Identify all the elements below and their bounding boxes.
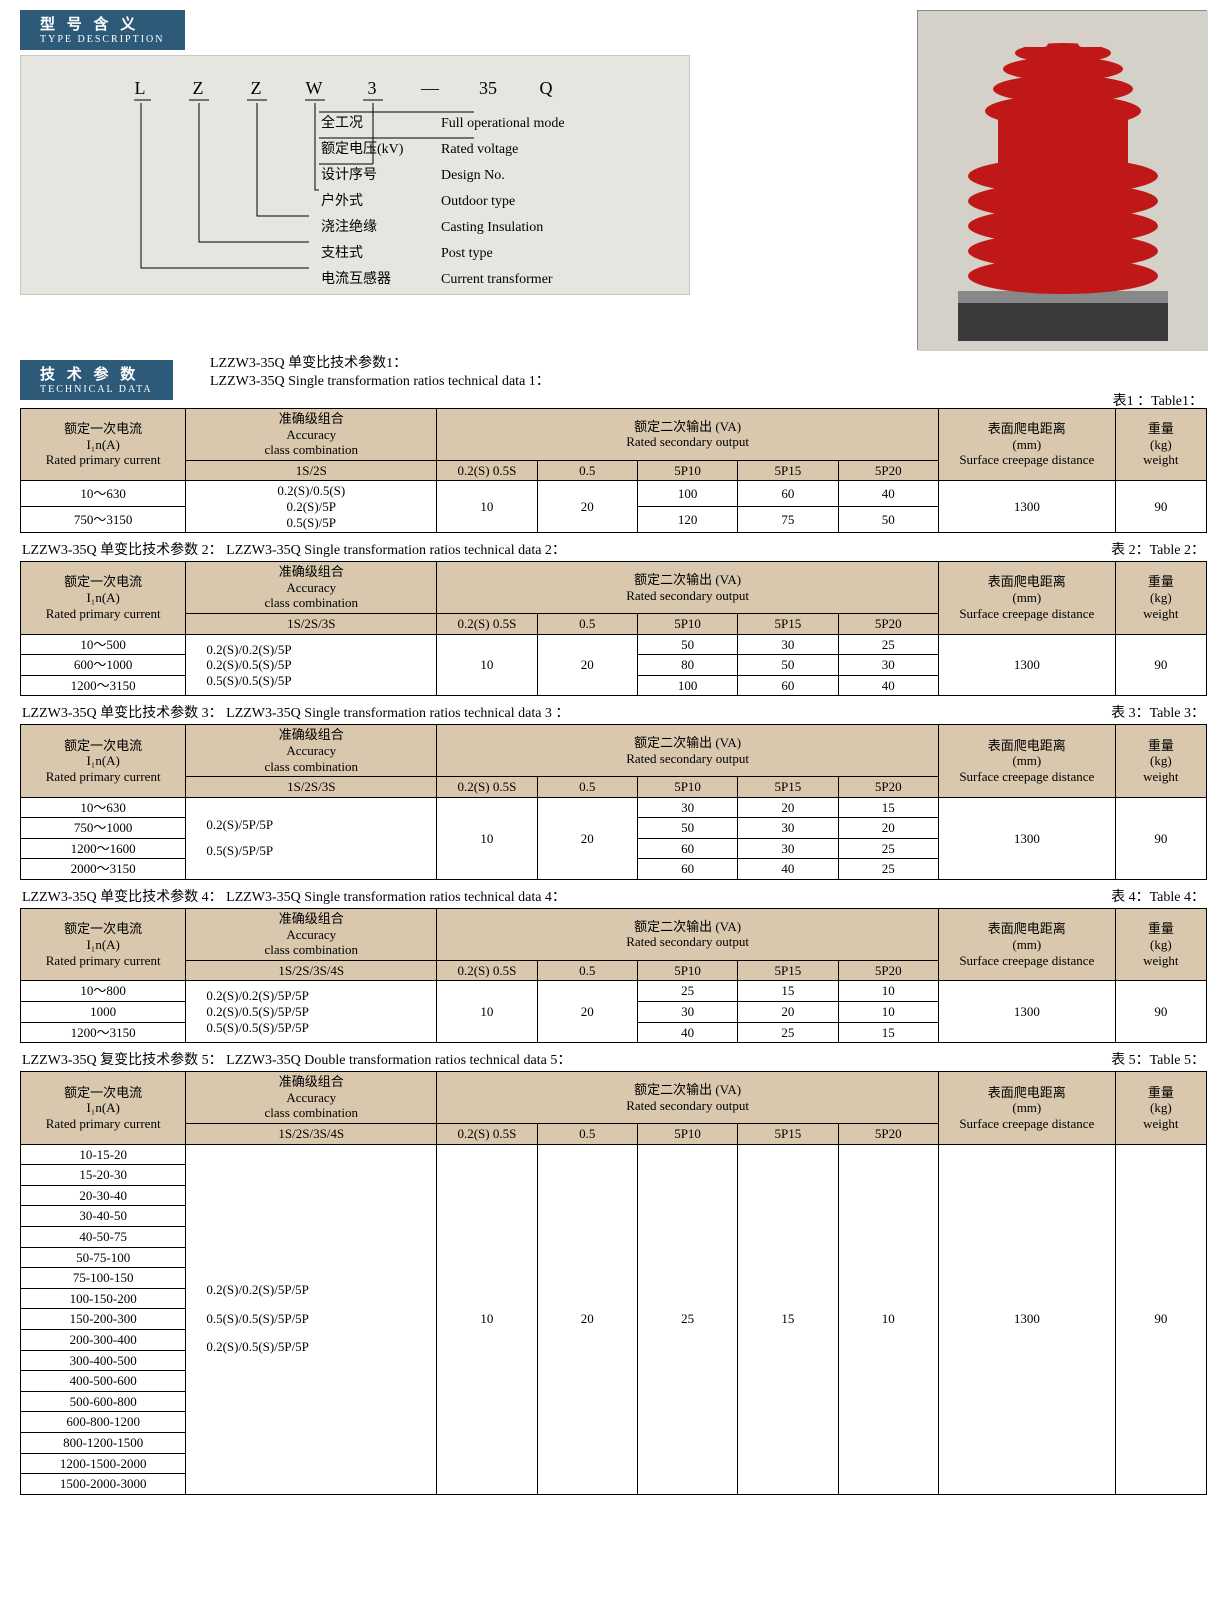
desc-en-6: Current transformer [441, 267, 553, 293]
th-c3: 5P10 [637, 460, 737, 481]
letter-l: L [131, 78, 149, 99]
desc-cn-2: 设计序号 [321, 163, 441, 189]
th-sub: 1S/2S [186, 460, 437, 481]
letter-z1: Z [189, 78, 207, 99]
letter-dash: — [421, 78, 439, 99]
table2-label: LZZW3-35Q 单变比技术参数 2： LZZW3-35Q Single tr… [22, 539, 1205, 559]
desc-cn-5: 支柱式 [321, 241, 441, 267]
tech-caption: LZZW3-35Q 单变比技术参数1： LZZW3-35Q Single tra… [210, 355, 550, 391]
th-c4: 5P15 [738, 460, 838, 481]
model-letters: L Z Z W 3 — 35 Q [131, 78, 555, 99]
desc-en-0: Full operational mode [441, 111, 565, 137]
th-creep: 表面爬电距离 (mm) Surface creepage distance [938, 409, 1115, 481]
technical-data-section: 技 术 参 数 TECHNICAL DATA LZZW3-35Q 单变比技术参数… [20, 360, 1207, 408]
tech-header: 技 术 参 数 TECHNICAL DATA [20, 360, 173, 400]
desc-cn-3: 户外式 [321, 189, 441, 215]
desc-cn-0: 全工况 [321, 111, 441, 137]
th-primary: 额定一次电流 I₁n(A) Rated primary current [21, 409, 186, 481]
table3-label: LZZW3-35Q 单变比技术参数 3： LZZW3-35Q Single tr… [22, 702, 1205, 722]
table-4: 额定一次电流I₁n(A)Rated primary current 准确级组合A… [20, 908, 1207, 1043]
desc-en-5: Post type [441, 241, 493, 267]
th-c5: 5P20 [838, 460, 938, 481]
desc-cn-4: 浇注绝缘 [321, 215, 441, 241]
th-c1: 0.2(S) 0.5S [437, 460, 537, 481]
desc-en-3: Outdoor type [441, 189, 515, 215]
th-weight: 重量 (kg) weight [1115, 409, 1206, 481]
table-row: 10-15-200.2(S)/0.2(S)/5P/5P 0.5(S)/0.5(S… [21, 1144, 1207, 1165]
letter-35: 35 [479, 78, 497, 99]
desc-en-4: Casting Insulation [441, 215, 543, 241]
desc-cn-1: 额定电压(kV) [321, 137, 441, 163]
tech-header-en: TECHNICAL DATA [40, 384, 153, 396]
desc-en-2: Design No. [441, 163, 505, 189]
type-header-cn: 型 号 含 义 [40, 17, 139, 33]
description-lines: 全工况Full operational mode 额定电压(kV)Rated v… [321, 111, 565, 293]
letter-z2: Z [247, 78, 265, 99]
letter-3: 3 [363, 78, 381, 99]
caption1-en: LZZW3-35Q Single transformation ratios t… [210, 373, 550, 391]
letter-q: Q [537, 78, 555, 99]
th-accuracy: 准确级组合 Accuracy class combination [186, 409, 437, 461]
type-box: L Z Z W 3 — 35 Q [20, 55, 690, 295]
table4-label: LZZW3-35Q 单变比技术参数 4： LZZW3-35Q Single tr… [22, 886, 1205, 906]
type-header: 型 号 含 义 TYPE DESCRIPTION [20, 10, 185, 50]
table1-label-right: 表1 ：Table1： [1113, 390, 1203, 410]
caption1-cn: LZZW3-35Q 单变比技术参数1： [210, 355, 550, 373]
th-output: 额定二次输出 (VA) Rated secondary output [437, 409, 939, 461]
tech-header-cn: 技 术 参 数 [40, 367, 139, 383]
desc-en-1: Rated voltage [441, 137, 518, 163]
table-5: 额定一次电流I₁n(A)Rated primary current 准确级组合A… [20, 1071, 1207, 1494]
table-1: 额定一次电流 I₁n(A) Rated primary current 准确级组… [20, 408, 1207, 533]
table-row: 10～630 0.2(S)/0.5(S) 0.2(S)/5P 0.5(S)/5P… [21, 481, 1207, 507]
table-2: 额定一次电流I₁n(A)Rated primary current 准确级组合A… [20, 561, 1207, 696]
letter-w: W [305, 78, 323, 99]
desc-cn-6: 电流互感器 [321, 267, 441, 293]
th-c2: 0.5 [537, 460, 637, 481]
product-photo [917, 10, 1207, 350]
type-description-section: 型 号 含 义 TYPE DESCRIPTION L Z Z W 3 — 35 … [20, 10, 1207, 320]
table5-label: LZZW3-35Q 复变比技术参数 5： LZZW3-35Q Double tr… [22, 1049, 1205, 1069]
table-3: 额定一次电流I₁n(A)Rated primary current 准确级组合A… [20, 724, 1207, 880]
type-header-en: TYPE DESCRIPTION [40, 34, 165, 46]
